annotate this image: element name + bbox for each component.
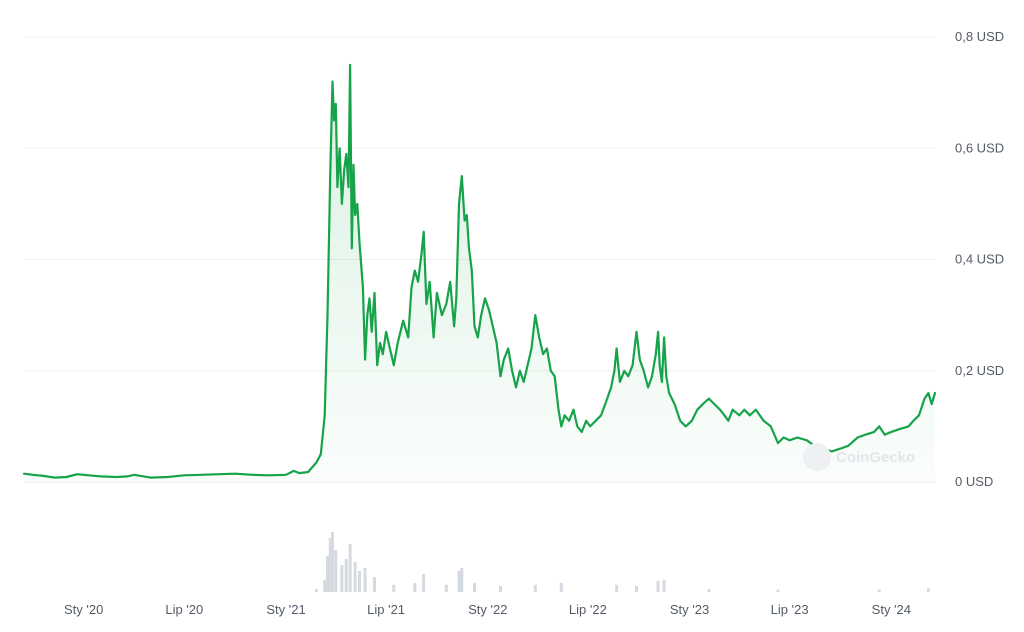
volume-bar — [707, 589, 711, 592]
volume-bar — [776, 589, 780, 592]
volume-bar — [314, 589, 318, 592]
volume-bar — [615, 584, 619, 592]
x-tick-label: Lip '20 — [165, 602, 203, 617]
price-area-fill — [24, 64, 935, 483]
volume-bar — [363, 568, 367, 592]
y-tick-label: 0,6 USD — [955, 140, 1004, 155]
volume-bar — [328, 538, 332, 592]
volume-bar — [422, 574, 426, 592]
volume-bar — [457, 571, 461, 592]
volume-bar — [559, 583, 563, 592]
y-tick-label: 0,2 USD — [955, 363, 1004, 378]
volume-bar — [325, 556, 329, 592]
volume-bar — [330, 532, 334, 592]
y-tick-label: 0,4 USD — [955, 252, 1004, 267]
volume-bar — [348, 544, 352, 592]
volume-bar — [358, 571, 362, 592]
volume-bar — [392, 584, 396, 592]
x-tick-label: Sty '21 — [266, 602, 305, 617]
x-tick-label: Sty '23 — [670, 602, 709, 617]
volume-bar — [473, 583, 477, 592]
volume-bar — [353, 562, 357, 592]
x-tick-label: Sty '24 — [872, 602, 911, 617]
volume-bar — [533, 584, 537, 592]
x-tick-label: Lip '23 — [771, 602, 809, 617]
volume-bar — [334, 550, 338, 592]
volume-bar — [372, 577, 376, 592]
volume-bar — [323, 580, 327, 592]
x-tick-label: Lip '21 — [367, 602, 405, 617]
watermark-text: CoinGecko — [836, 449, 915, 466]
x-tick-label: Sty '20 — [64, 602, 103, 617]
volume-bar — [656, 581, 660, 592]
volume-bar — [413, 583, 417, 592]
volume-bar — [634, 586, 638, 592]
volume-bar — [460, 568, 464, 592]
coingecko-logo-icon — [803, 443, 831, 471]
volume-bar — [340, 565, 344, 592]
x-tick-label: Lip '22 — [569, 602, 607, 617]
volume-bar — [444, 584, 448, 592]
volume-bar — [877, 589, 881, 592]
y-tick-label: 0 USD — [955, 474, 993, 489]
x-tick-label: Sty '22 — [468, 602, 507, 617]
volume-bar — [344, 559, 348, 592]
volume-bar — [662, 580, 666, 592]
price-line — [22, 63, 937, 479]
y-tick-label: 0,8 USD — [955, 29, 1004, 44]
volume-bar — [926, 588, 930, 592]
volume-bar — [499, 586, 503, 592]
